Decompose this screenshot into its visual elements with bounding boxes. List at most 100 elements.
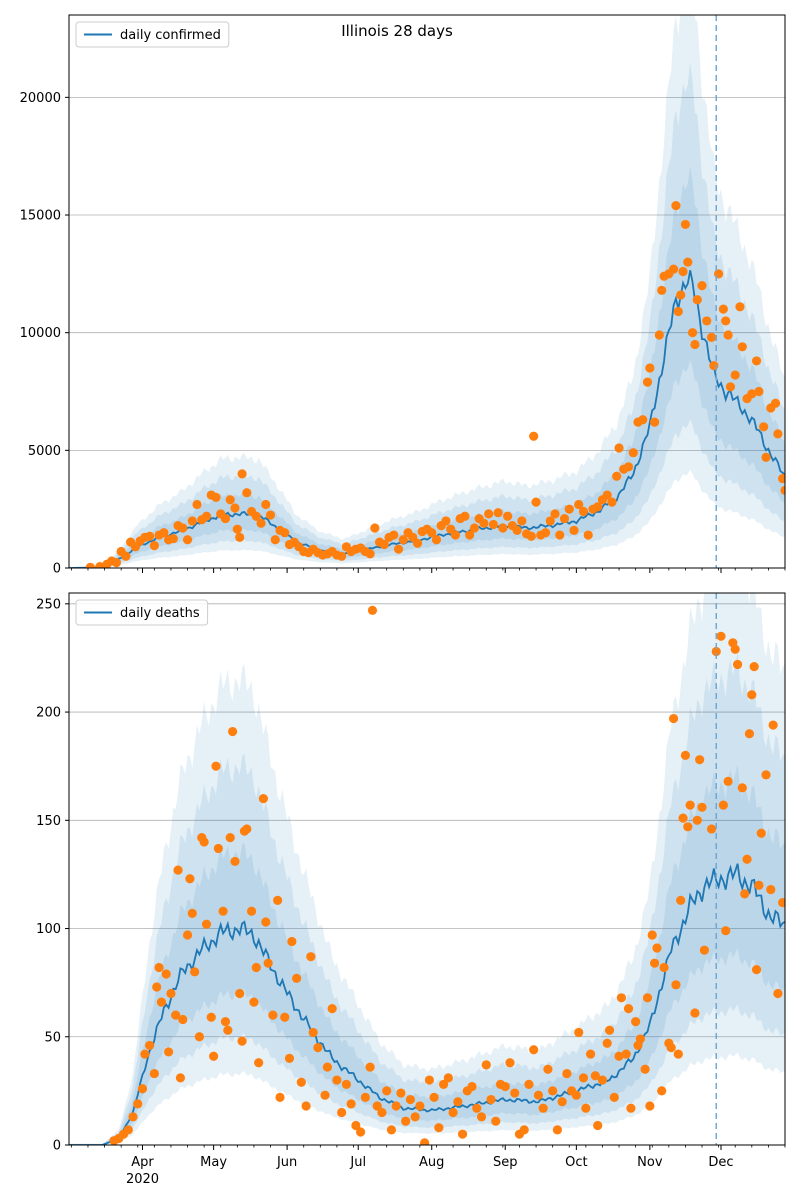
data-point — [564, 504, 574, 514]
x-tick-label: May — [200, 1155, 227, 1170]
data-point — [438, 1079, 449, 1089]
y-axis: 0 5000 10000 15000 20000 — [20, 91, 69, 577]
data-point — [137, 1084, 148, 1094]
data-point — [647, 930, 657, 940]
data-point — [723, 330, 733, 340]
data-point — [621, 1049, 631, 1059]
data-point — [533, 1090, 544, 1100]
data-point — [182, 535, 193, 545]
data-point — [261, 499, 271, 510]
data-point — [519, 1125, 529, 1135]
axes-frame — [68, 14, 786, 569]
data-point — [190, 967, 200, 977]
data-point — [251, 962, 261, 973]
data-point — [396, 1088, 406, 1098]
data-point — [365, 549, 375, 559]
data-point — [287, 936, 297, 947]
data-point — [460, 511, 470, 521]
data-point — [182, 930, 193, 940]
data-point — [175, 1073, 186, 1083]
data-point — [593, 1120, 603, 1131]
data-point — [211, 492, 221, 503]
axes-frame — [68, 592, 786, 1146]
data-point — [747, 389, 757, 399]
data-point — [578, 506, 589, 517]
data-point — [420, 1138, 430, 1145]
data-point — [503, 511, 513, 521]
data-point — [123, 1125, 133, 1135]
data-point — [256, 518, 266, 528]
data-point — [145, 1040, 155, 1051]
data-point — [341, 1079, 351, 1089]
data-point — [258, 794, 269, 804]
data-point — [640, 1064, 650, 1074]
legend-box — [75, 21, 230, 48]
data-point — [562, 1068, 572, 1079]
data-point — [220, 513, 231, 524]
y-tick-label: 0 — [53, 1139, 61, 1154]
data-point — [668, 713, 679, 724]
data-point — [401, 1116, 411, 1126]
data-point — [320, 1090, 330, 1100]
data-point — [227, 726, 238, 737]
data-point — [737, 342, 747, 352]
data-point — [185, 874, 195, 884]
data-point — [457, 1129, 468, 1139]
data-point — [327, 1004, 337, 1014]
data-point — [650, 958, 660, 968]
legend-label: daily deaths — [120, 606, 200, 621]
data-point — [372, 1101, 382, 1111]
data-point — [749, 662, 759, 672]
data-point — [308, 1027, 318, 1038]
uncertainty-band — [69, 764, 785, 1145]
legend: daily deaths — [75, 599, 209, 626]
data-point — [668, 264, 679, 274]
data-point — [770, 398, 781, 408]
data-point — [246, 906, 257, 916]
data-point — [168, 533, 178, 544]
data-point — [365, 1062, 375, 1072]
data-point — [121, 551, 131, 561]
data-point — [301, 1101, 311, 1111]
data-point — [616, 993, 627, 1003]
data-point — [593, 502, 603, 512]
data-point — [766, 884, 776, 895]
data-point — [654, 330, 664, 340]
y-tick-label: 10000 — [20, 326, 61, 341]
data-point — [415, 1101, 425, 1111]
data-point — [723, 776, 733, 786]
data-point — [578, 1073, 589, 1083]
data-point — [685, 800, 695, 810]
data-point — [730, 370, 740, 380]
data-point — [612, 471, 622, 481]
data-point — [716, 631, 726, 641]
data-point — [201, 919, 212, 929]
data-point — [526, 531, 536, 541]
data-point — [550, 509, 560, 519]
y-tick-label: 5000 — [28, 444, 61, 459]
data-point — [697, 802, 707, 812]
data-point — [128, 1112, 138, 1122]
data-point — [635, 1034, 645, 1044]
data-point — [657, 1086, 667, 1096]
data-point — [773, 988, 783, 999]
data-point — [678, 813, 688, 823]
data-point — [585, 1049, 596, 1059]
data-point — [604, 1025, 615, 1035]
y-tick-label: 15000 — [20, 209, 61, 224]
data-point — [322, 1062, 333, 1072]
data-point — [692, 295, 702, 305]
data-point — [671, 201, 681, 211]
data-point — [479, 518, 489, 528]
data-point — [351, 1120, 361, 1131]
data-point — [673, 1049, 683, 1059]
data-point — [391, 1101, 401, 1111]
data-point — [382, 1086, 392, 1096]
data-point — [488, 519, 498, 530]
data-point — [571, 1090, 581, 1100]
x-tick-label: Sep — [493, 1155, 518, 1170]
y-tick-label: 100 — [36, 922, 61, 937]
data-point — [476, 1112, 487, 1122]
data-point — [721, 316, 731, 326]
data-point — [223, 1025, 233, 1035]
